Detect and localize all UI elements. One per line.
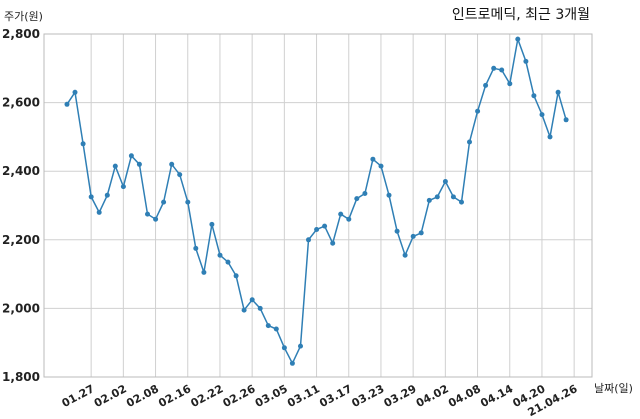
y-tick-label: 1,800 [2, 370, 40, 384]
data-point [136, 161, 142, 167]
data-point [499, 67, 505, 73]
data-point [330, 240, 336, 246]
x-tick-label: 02.22 [189, 382, 226, 410]
x-tick-label: 02.02 [92, 382, 129, 410]
data-point [467, 139, 472, 145]
data-point [555, 89, 561, 95]
x-tick-labels: 01.2702.0202.0802.1602.2202.2603.0503.11… [60, 382, 580, 419]
data-point [539, 112, 545, 118]
data-point [491, 65, 497, 71]
y-axis-label: 주가(원) [4, 10, 43, 23]
data-point [523, 58, 529, 64]
chart-title: 인트로메딕, 최근 3개월 [452, 7, 590, 23]
data-point [475, 108, 481, 114]
data-point [322, 223, 328, 229]
data-point [128, 153, 134, 159]
data-point [418, 230, 424, 236]
data-point [370, 156, 376, 162]
x-axis-label: 날짜(일) [594, 381, 633, 395]
data-point [547, 134, 553, 140]
x-tick-label: 04.02 [414, 382, 451, 410]
data-point [289, 360, 295, 366]
data-point [209, 221, 215, 227]
data-point [306, 237, 311, 243]
data-point [217, 252, 223, 258]
data-point [450, 194, 456, 200]
x-tick-label: 04.14 [478, 382, 515, 410]
x-tick-label: 02.08 [124, 382, 161, 410]
y-tick-labels: 1,800 2,000 2,200 2,400 2,600 2,800 [2, 27, 40, 384]
data-point [185, 199, 191, 205]
price-series [64, 36, 569, 366]
data-point [88, 194, 94, 200]
data-point [354, 196, 360, 202]
data-point [386, 192, 392, 198]
data-point [257, 305, 263, 311]
data-point [442, 179, 448, 184]
data-point [434, 194, 440, 200]
data-point [459, 199, 464, 205]
data-point [201, 269, 207, 275]
x-tick-label: 03.23 [350, 382, 387, 410]
data-point [145, 211, 150, 217]
data-point [72, 89, 78, 95]
data-point [362, 191, 368, 196]
data-point [298, 343, 303, 349]
x-tick-label: 03.11 [285, 382, 322, 410]
x-tick-label: 03.29 [382, 382, 419, 410]
data-point [193, 245, 199, 251]
data-point [112, 163, 118, 169]
data-point [378, 163, 384, 169]
data-point [531, 93, 537, 99]
data-point [338, 211, 344, 217]
y-tick-label: 2,400 [2, 164, 40, 178]
data-point [120, 184, 126, 190]
data-point [177, 172, 183, 178]
data-point [96, 209, 102, 215]
data-point [483, 82, 489, 88]
data-point [563, 117, 569, 123]
x-tick-label: 02.16 [156, 382, 193, 410]
y-tick-label: 2,000 [2, 301, 40, 315]
x-tick-label: 03.05 [253, 382, 290, 410]
y-tick-label: 2,600 [2, 96, 40, 110]
data-point [273, 326, 279, 332]
x-tick-label: 01.27 [60, 382, 97, 410]
plot-frame [43, 33, 593, 378]
data-point [314, 227, 320, 232]
x-tick-label: 02.26 [221, 382, 258, 410]
data-point [402, 252, 408, 258]
data-point [394, 228, 400, 234]
data-point [161, 199, 167, 205]
data-point [426, 197, 432, 203]
data-point [507, 81, 513, 87]
data-point [281, 345, 287, 351]
data-point [515, 36, 521, 42]
data-point [410, 233, 416, 239]
y-tick-label: 2,800 [2, 27, 40, 41]
data-point [233, 273, 239, 279]
data-point [153, 216, 159, 222]
data-point [265, 323, 271, 329]
data-point [241, 307, 247, 313]
data-point [249, 297, 255, 303]
data-point [225, 259, 231, 265]
data-point [64, 101, 70, 107]
data-point [80, 141, 86, 147]
data-point [104, 192, 110, 198]
y-tick-label: 2,200 [2, 233, 40, 247]
data-point [346, 216, 352, 222]
x-tick-label: 04.08 [446, 382, 483, 410]
x-tick-label: 03.17 [317, 382, 354, 410]
data-point [169, 161, 175, 167]
